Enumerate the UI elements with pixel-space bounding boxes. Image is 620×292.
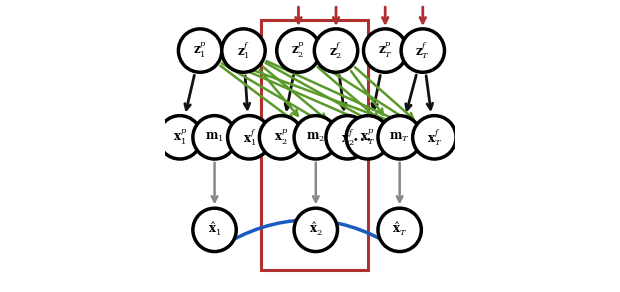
Circle shape (346, 116, 389, 159)
Text: $\mathbf{z}_T^f$: $\mathbf{z}_T^f$ (415, 40, 430, 61)
Text: $\hat{\mathbf{x}}_T$: $\hat{\mathbf{x}}_T$ (392, 221, 407, 238)
Circle shape (413, 116, 456, 159)
Text: $\mathbf{z}_1^f$: $\mathbf{z}_1^f$ (237, 40, 250, 61)
Circle shape (326, 116, 370, 159)
Text: $\hat{\mathbf{x}}_2$: $\hat{\mathbf{x}}_2$ (309, 221, 322, 238)
Text: $\mathbf{z}_2^p$: $\mathbf{z}_2^p$ (291, 41, 306, 60)
Circle shape (294, 208, 337, 252)
Circle shape (294, 116, 337, 159)
Text: $\mathbf{x}_T^f$: $\mathbf{x}_T^f$ (427, 126, 442, 148)
Text: $\mathbf{m}_2$: $\mathbf{m}_2$ (306, 131, 326, 144)
Text: $\mathbf{x}_2^f$: $\mathbf{x}_2^f$ (341, 126, 355, 148)
Circle shape (363, 29, 407, 72)
Circle shape (228, 116, 271, 159)
Circle shape (314, 29, 358, 72)
Text: $\mathbf{x}_1^f$: $\mathbf{x}_1^f$ (242, 126, 256, 148)
Text: $\mathbf{x}_T^p$: $\mathbf{x}_T^p$ (360, 128, 375, 147)
Circle shape (277, 29, 320, 72)
Text: $\mathbf{x}_1^p$: $\mathbf{x}_1^p$ (173, 128, 187, 147)
Text: $\cdots$: $\cdots$ (350, 127, 371, 147)
Circle shape (179, 29, 222, 72)
Text: $\mathbf{m}_1$: $\mathbf{m}_1$ (205, 131, 224, 144)
Circle shape (378, 116, 422, 159)
Circle shape (158, 116, 202, 159)
Text: $\hat{\mathbf{x}}_1$: $\hat{\mathbf{x}}_1$ (208, 221, 221, 238)
Text: $\mathbf{x}_2^p$: $\mathbf{x}_2^p$ (274, 128, 288, 147)
Circle shape (222, 29, 265, 72)
Text: $\mathbf{m}_T$: $\mathbf{m}_T$ (389, 131, 410, 144)
Text: $\mathbf{z}_2^f$: $\mathbf{z}_2^f$ (329, 40, 343, 61)
Circle shape (193, 116, 236, 159)
Circle shape (378, 208, 422, 252)
Circle shape (193, 208, 236, 252)
Circle shape (401, 29, 445, 72)
Text: $\mathbf{z}_T^p$: $\mathbf{z}_T^p$ (378, 41, 392, 60)
Text: $\mathbf{z}_1^p$: $\mathbf{z}_1^p$ (193, 41, 207, 60)
Circle shape (259, 116, 303, 159)
